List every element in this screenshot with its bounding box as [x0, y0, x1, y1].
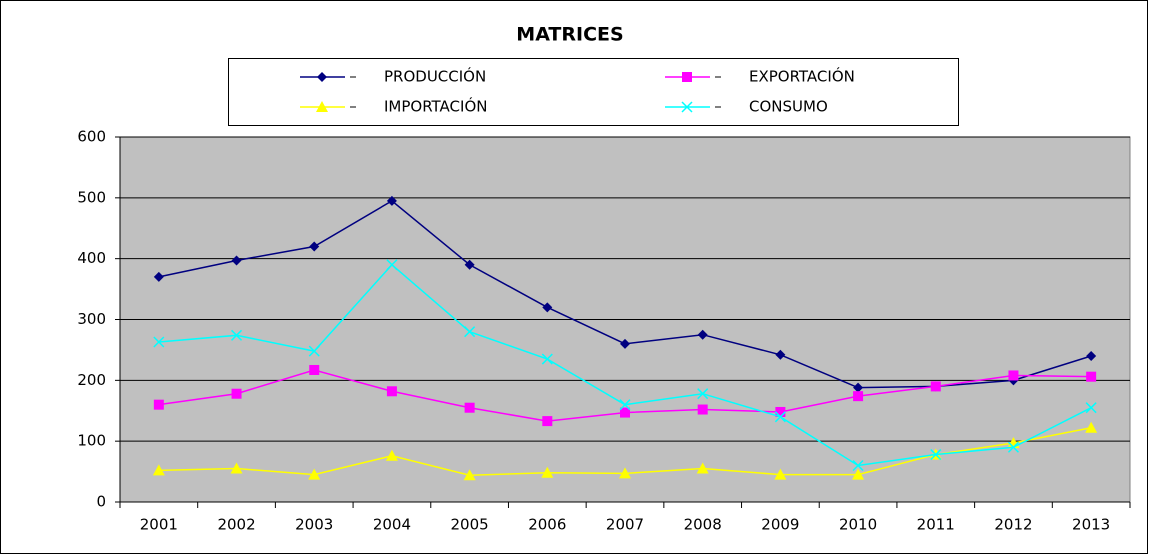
y-tick-label: 0	[96, 493, 106, 511]
marker	[153, 271, 164, 282]
marker	[231, 255, 242, 266]
marker	[231, 388, 242, 399]
x-tick-label: 2009	[761, 516, 799, 534]
marker	[853, 382, 864, 393]
marker	[682, 72, 692, 82]
marker	[153, 399, 164, 410]
marker	[542, 416, 553, 427]
chart-title: MATRICES	[516, 24, 623, 46]
marker	[1086, 371, 1097, 382]
x-tick-label: 2004	[373, 516, 411, 534]
marker	[852, 459, 864, 472]
x-tick-label: 2013	[1072, 516, 1110, 534]
marker	[541, 353, 553, 365]
marker	[930, 449, 942, 461]
marker	[308, 468, 321, 480]
marker	[386, 386, 397, 397]
legend-label: CONSUMO	[749, 98, 828, 116]
marker	[386, 259, 398, 271]
x-tick-label: 2008	[684, 516, 722, 534]
x-tick-label: 2007	[606, 516, 644, 534]
marker	[697, 388, 709, 400]
marker	[1008, 370, 1019, 381]
marker	[316, 101, 328, 112]
legend	[228, 58, 959, 126]
marker	[620, 338, 630, 349]
marker	[930, 381, 941, 392]
x-tick-label: 2002	[217, 516, 255, 534]
x-tick-label: 2012	[994, 516, 1032, 534]
marker	[464, 259, 475, 270]
marker	[153, 336, 165, 348]
marker	[853, 391, 864, 402]
marker	[1085, 402, 1097, 414]
marker	[697, 329, 708, 340]
y-tick-label: 200	[77, 371, 106, 389]
marker	[542, 302, 553, 313]
marker	[696, 462, 709, 474]
marker	[464, 402, 475, 413]
x-tick-label: 2010	[839, 516, 877, 534]
marker	[620, 407, 630, 418]
legend-label: PRODUCCIÓN	[384, 67, 486, 86]
marker	[697, 404, 708, 415]
marker	[619, 399, 631, 411]
marker	[385, 449, 398, 461]
marker	[1086, 351, 1097, 361]
marker	[541, 466, 554, 478]
y-tick-label: 100	[77, 432, 106, 450]
y-tick-label: 300	[77, 310, 106, 328]
marker	[774, 411, 786, 423]
marker	[309, 364, 320, 375]
marker	[681, 101, 693, 113]
marker	[309, 241, 320, 252]
marker	[386, 195, 397, 206]
marker	[308, 345, 320, 357]
y-tick-label: 400	[77, 249, 106, 267]
marker	[231, 329, 243, 341]
marker	[852, 468, 865, 480]
marker	[317, 72, 327, 82]
y-tick-label: 500	[77, 188, 106, 206]
marker	[463, 469, 476, 481]
legend-label: IMPORTACIÓN	[384, 97, 487, 116]
marker	[464, 326, 476, 338]
x-tick-label: 2005	[451, 516, 489, 534]
x-tick-label: 2011	[917, 516, 955, 534]
y-tick-label: 600	[77, 128, 106, 146]
marker	[1085, 421, 1098, 433]
marker	[152, 464, 165, 476]
x-tick-label: 2001	[140, 516, 178, 534]
x-tick-label: 2006	[528, 516, 566, 534]
x-tick-label: 2003	[295, 516, 333, 534]
legend-label: EXPORTACIÓN	[749, 67, 855, 86]
marker	[230, 462, 243, 474]
marker	[775, 406, 786, 417]
marker	[775, 349, 786, 360]
marker	[774, 468, 787, 480]
marker	[1007, 441, 1019, 453]
marker	[619, 467, 631, 479]
